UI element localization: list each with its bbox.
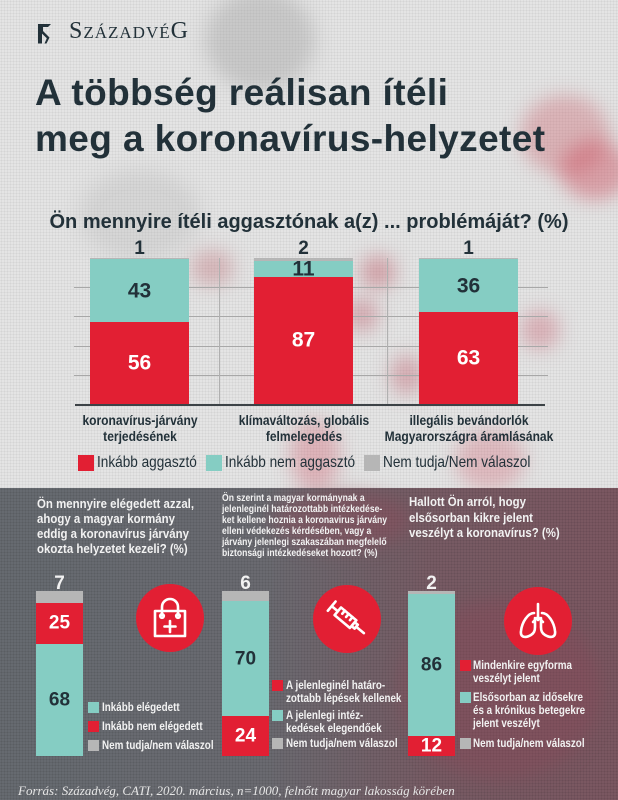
- bar-value-label: 70: [234, 648, 257, 670]
- legend-label: Nem tudja/nem válaszol: [102, 738, 214, 752]
- legend-label: Inkább elégedett: [102, 700, 180, 714]
- bar-value-label: 86: [420, 654, 443, 676]
- legend-label: A jelenleginél határo- zottabb lépések k…: [286, 678, 402, 705]
- gridline-vertical: [219, 258, 220, 404]
- bar-segment: [90, 258, 189, 260]
- lungs-icon: [504, 587, 572, 655]
- legend-swatch-teal: [206, 455, 222, 471]
- legend-swatch-red: [78, 455, 94, 471]
- bar-segment: 56: [90, 322, 189, 404]
- legend-label: Inkább nem aggasztó: [225, 454, 356, 471]
- legend-swatch-teal: [88, 702, 99, 713]
- legend-label: Nem tudja/nem válaszol: [473, 735, 585, 750]
- bar-segment: 43: [90, 259, 189, 323]
- bar-top-value-label: 1: [134, 237, 145, 259]
- page-title-line-1: A többség reálisan ítéli: [35, 72, 449, 113]
- legend-label: Mindenkire egyforma veszélyt jelent: [473, 657, 572, 685]
- background-blob: [205, 0, 315, 90]
- bar-value-label: 87: [291, 328, 316, 352]
- legend-swatch-red: [460, 660, 471, 671]
- background-blob: [270, 490, 410, 550]
- panel-1-question: Ön mennyire elégedett azzal, ahogy a mag…: [37, 496, 195, 556]
- bar-value-label: 43: [127, 279, 152, 303]
- background-blob: [520, 95, 610, 175]
- background-blob: [560, 140, 618, 200]
- legend-label: Nem tudja/nem válaszol: [286, 736, 398, 750]
- legend-swatch-grey: [272, 738, 283, 749]
- bar-segment: 25: [36, 602, 83, 644]
- bar-segment: 87: [254, 276, 353, 404]
- bar-value-label: 25: [48, 612, 71, 634]
- background-blob: [190, 250, 234, 286]
- bar-segment: 12: [408, 736, 455, 756]
- bar-segment: 70: [222, 600, 269, 717]
- legend-label: Inkább nem elégedett: [102, 719, 203, 733]
- legend-label: Inkább aggasztó: [97, 454, 197, 471]
- bar-value-label: 11: [292, 257, 315, 281]
- logo-icon: [38, 24, 51, 44]
- background-blob: [360, 255, 396, 289]
- bar-segment: [254, 258, 353, 261]
- legend-swatch-grey: [88, 740, 99, 751]
- bar-value-label: 56: [127, 351, 152, 375]
- legend-swatch-grey: [460, 738, 471, 749]
- panel-2-question: Ön szerint a magyar kormánynak a jelenle…: [222, 492, 388, 559]
- bar-segment: [408, 591, 455, 595]
- legend-swatch-teal: [460, 692, 471, 703]
- panel-3-question: Hallott Ön arról, hogy elsősorban kikre …: [409, 494, 560, 540]
- bar-top-value-label: 6: [240, 572, 251, 594]
- category-label: klímaváltozás, globális felmelegedés: [238, 412, 369, 444]
- bar-segment: 24: [222, 716, 269, 756]
- medical-bag-icon: [136, 584, 204, 652]
- legend-label: Nem tudja/Nem válaszol: [383, 454, 531, 471]
- top-background: [0, 0, 618, 488]
- category-label: illegális bevándorlók Magyarországra ára…: [384, 412, 553, 444]
- legend-label: Elsősorban az idősekre és a krónikus bet…: [473, 689, 586, 730]
- bar-top-value-label: 1: [463, 237, 474, 259]
- bottom-background: [0, 488, 618, 800]
- background-blob: [80, 170, 200, 260]
- bar-segment: 63: [419, 312, 518, 404]
- bar-value-label: 63: [456, 346, 481, 370]
- category-label: koronavírus-járvány terjedésének: [81, 412, 198, 444]
- main-chart-title: Ön mennyire ítéli aggasztónak a(z) ... p…: [49, 211, 569, 233]
- page-title-line-2: meg a koronavírus-helyzetet: [35, 118, 546, 159]
- legend-swatch-teal: [272, 710, 283, 721]
- bar-segment: 68: [36, 643, 83, 756]
- legend-swatch-red: [88, 721, 99, 732]
- legend-swatch-red: [272, 680, 283, 691]
- bar-top-value-label: 7: [54, 572, 65, 594]
- x-axis-baseline: [75, 404, 545, 406]
- syringe-icon: [313, 585, 381, 653]
- bar-top-value-label: 2: [426, 572, 437, 594]
- background-blob: [290, 420, 340, 490]
- bar-segment: 36: [419, 259, 518, 312]
- page-title: A többség reálisan ítéli meg a koronavír…: [35, 70, 545, 162]
- bar-segment: 11: [254, 257, 353, 281]
- bar-segment: [36, 591, 83, 603]
- bar-value-label: 12: [420, 735, 443, 757]
- bar-segment: 86: [408, 594, 455, 737]
- legend-label: A jelenlegi intéz- kedések elegendőek: [286, 708, 382, 735]
- bar-top-value-label: 2: [298, 237, 309, 259]
- background-blob: [455, 430, 525, 490]
- legend-swatch-grey: [364, 455, 380, 471]
- bar-segment: [222, 591, 269, 601]
- brand-logo: SzázadvéG: [69, 18, 189, 44]
- bar-value-label: 68: [48, 689, 71, 711]
- bar-value-label: 36: [456, 274, 481, 298]
- gridline-vertical: [387, 258, 388, 404]
- bar-value-label: 24: [234, 725, 257, 747]
- bar-segment: [419, 258, 518, 260]
- source-note: Forrás: Századvég, CATI, 2020. március, …: [18, 783, 455, 798]
